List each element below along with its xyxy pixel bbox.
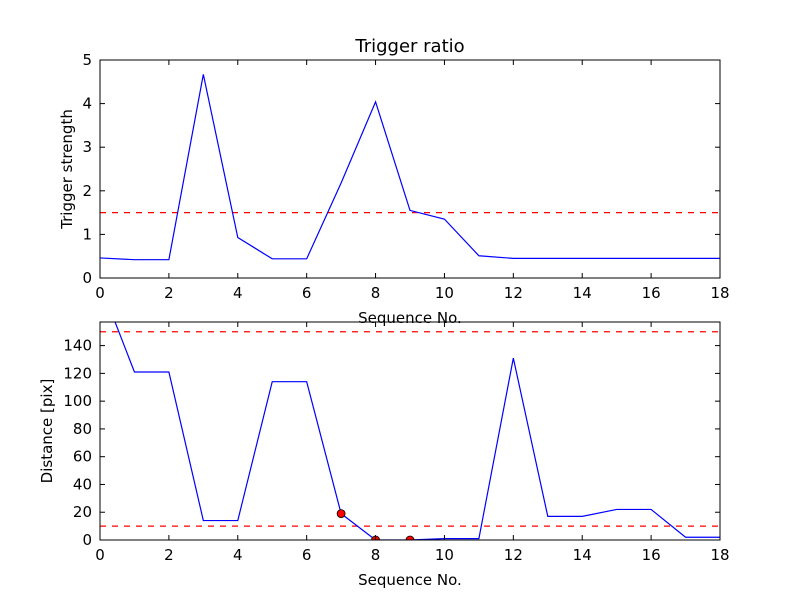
y-tick-label: 40 [73, 475, 92, 493]
x-tick-label: 2 [164, 284, 174, 302]
x-tick-label: 8 [371, 546, 381, 564]
y-tick-label: 120 [63, 364, 92, 382]
plot-frame [99, 59, 721, 279]
x-tick-label: 0 [95, 546, 105, 564]
data-point-marker [336, 509, 346, 519]
x-tick-label: 18 [710, 284, 729, 302]
y-tick-label: 0 [82, 269, 92, 287]
y-axis-label: Trigger strength [58, 109, 76, 230]
x-tick-label: 0 [95, 284, 105, 302]
y-tick-label: 60 [73, 448, 92, 466]
x-tick-label: 18 [710, 546, 729, 564]
y-tick-label: 140 [63, 337, 92, 355]
x-tick-label: 16 [642, 284, 661, 302]
x-axis-label: Sequence No. [358, 309, 462, 327]
series-line [114, 322, 720, 540]
y-tick-label: 0 [82, 531, 92, 549]
y-tick-label: 3 [82, 138, 92, 156]
y-tick-label: 20 [73, 503, 92, 521]
y-tick-label: 1 [82, 225, 92, 243]
x-tick-label: 4 [233, 546, 243, 564]
x-tick-label: 8 [371, 284, 381, 302]
x-tick-label: 6 [302, 546, 312, 564]
plot-title: Trigger ratio [354, 36, 464, 57]
x-tick-label: 12 [504, 546, 523, 564]
series-line [100, 74, 720, 261]
x-tick-label: 6 [302, 284, 312, 302]
x-axis-label: Sequence No. [358, 571, 462, 589]
x-tick-label: 2 [164, 546, 174, 564]
y-tick-label: 2 [82, 182, 92, 200]
y-tick-label: 4 [82, 95, 92, 113]
x-tick-label: 16 [642, 546, 661, 564]
data-point-marker [405, 535, 415, 540]
x-tick-label: 4 [233, 284, 243, 302]
x-tick-label: 10 [435, 546, 454, 564]
distance-plot: 0 2 4 6 8 10 12 14 16 18 0 20 40 60 80 100 120 140 Sequen… [38, 321, 730, 589]
x-tick-label: 10 [435, 284, 454, 302]
y-tick-label: 80 [73, 420, 92, 438]
x-tick-label: 14 [573, 284, 592, 302]
x-tick-label: 14 [573, 546, 592, 564]
y-tick-label: 100 [63, 392, 92, 410]
plot-frame [99, 321, 721, 541]
y-tick-label: 5 [82, 51, 92, 69]
y-axis-label: Distance [pix] [38, 379, 56, 484]
x-tick-label: 12 [504, 284, 523, 302]
